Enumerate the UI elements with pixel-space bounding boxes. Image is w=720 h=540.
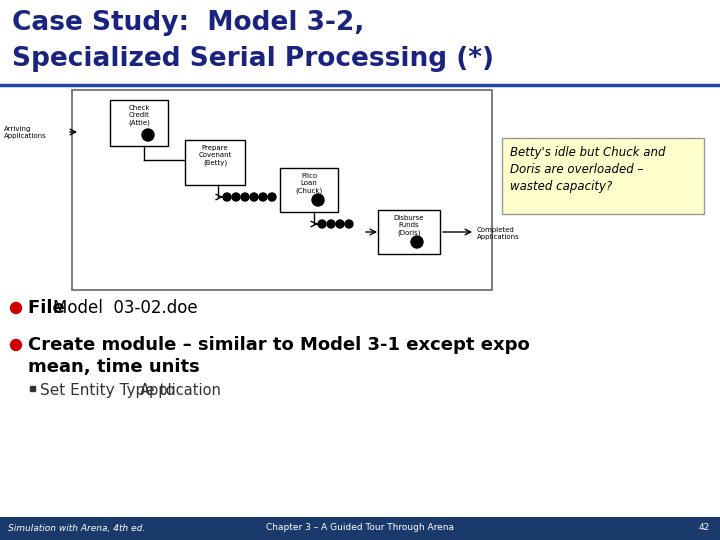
- Text: Prepare
Covenant
(Betty): Prepare Covenant (Betty): [198, 145, 232, 165]
- Circle shape: [312, 194, 324, 206]
- Text: Disburse
Funds
(Doris): Disburse Funds (Doris): [394, 215, 424, 235]
- Bar: [30, 386, 35, 391]
- Text: Chapter 3 – A Guided Tour Through Arena: Chapter 3 – A Guided Tour Through Arena: [266, 523, 454, 532]
- Circle shape: [142, 129, 154, 141]
- Circle shape: [411, 236, 423, 248]
- Text: Set Entity Type to: Set Entity Type to: [40, 382, 180, 397]
- Bar: [185, 140, 245, 185]
- Bar: [0, 517, 720, 540]
- Text: 42: 42: [698, 523, 710, 532]
- Circle shape: [318, 220, 326, 228]
- Circle shape: [345, 220, 353, 228]
- Text: Pilco
Loan
(Chuck): Pilco Loan (Chuck): [295, 173, 323, 193]
- Circle shape: [11, 302, 22, 314]
- FancyBboxPatch shape: [502, 138, 704, 214]
- Text: Specialized Serial Processing (*): Specialized Serial Processing (*): [12, 46, 494, 72]
- Bar: [378, 210, 440, 254]
- Text: Check
Credit
(Attie): Check Credit (Attie): [128, 105, 150, 125]
- Text: File: File: [28, 299, 71, 317]
- Circle shape: [11, 340, 22, 350]
- Bar: [280, 168, 338, 212]
- Text: mean, time units: mean, time units: [28, 358, 199, 376]
- Text: Model  03-02.doe: Model 03-02.doe: [53, 299, 197, 317]
- Text: Completed
Applications: Completed Applications: [477, 227, 520, 240]
- Circle shape: [268, 193, 276, 201]
- Circle shape: [327, 220, 335, 228]
- Bar: [72, 90, 492, 290]
- Circle shape: [241, 193, 249, 201]
- Text: Simulation with Arena, 4th ed.: Simulation with Arena, 4th ed.: [8, 523, 145, 532]
- Circle shape: [336, 220, 344, 228]
- Circle shape: [259, 193, 267, 201]
- Text: Create module – similar to Model 3-1 except expo: Create module – similar to Model 3-1 exc…: [28, 336, 530, 354]
- Text: Betty's idle but Chuck and
Doris are overloaded –
wasted capacity?: Betty's idle but Chuck and Doris are ove…: [510, 146, 665, 193]
- Text: Arriving
Applications: Arriving Applications: [4, 126, 47, 139]
- Text: Case Study:  Model 3-2,: Case Study: Model 3-2,: [12, 10, 364, 36]
- Circle shape: [250, 193, 258, 201]
- Bar: [110, 100, 168, 146]
- Text: Application: Application: [140, 382, 222, 397]
- Circle shape: [223, 193, 231, 201]
- Circle shape: [232, 193, 240, 201]
